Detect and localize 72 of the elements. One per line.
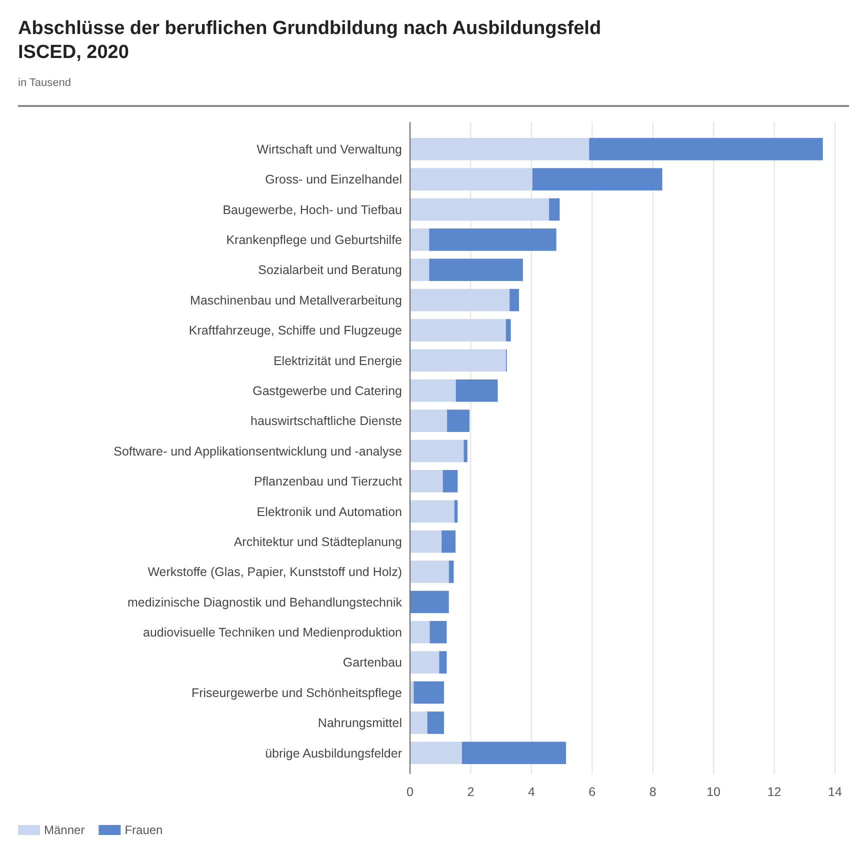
bar: [442, 470, 458, 492]
bar: [410, 530, 442, 553]
y-tick-label: medizinische Diagnostik und Behandlungstechnik: [128, 595, 403, 610]
bar: [410, 651, 440, 674]
bar: [410, 742, 462, 764]
y-tick-label: Software- und Applikationsentwicklung und -analyse: [114, 444, 402, 458]
bar: [410, 712, 428, 734]
bar: [410, 470, 443, 492]
x-tick-label: 8: [649, 785, 656, 799]
chart-title: Abschlüsse der beruflichen Grundbildung nach Ausbildungsfeld ISCED, 2020: [18, 18, 602, 63]
bar: [410, 349, 506, 372]
bar: [410, 590, 449, 614]
y-tick-label: Gross- und Einzelhandel: [265, 172, 402, 187]
y-tick-label: Gastgewerbe und Catering: [252, 384, 402, 398]
bar: [410, 198, 550, 221]
bar: [462, 742, 566, 764]
y-tick-label: Wirtschaft und Verwaltung: [256, 142, 402, 156]
bar: [410, 228, 430, 251]
bar: [448, 560, 454, 583]
bar: [410, 379, 456, 402]
x-tick-label: 14: [828, 785, 842, 799]
y-tick-label: Werkstoffe (Glas, Papier, Kunststoff und Holz): [148, 565, 402, 580]
y-tick-label: Pflanzenbau und Tierzucht: [254, 474, 403, 489]
y-tick-label: übrige Ausbildungsfelder: [265, 746, 402, 760]
bar: [414, 681, 444, 704]
bar: [410, 500, 454, 523]
y-tick-label: Friseurgewerbe und Schönheitspflege: [191, 686, 402, 700]
bar: [429, 228, 556, 251]
bar: [410, 288, 510, 312]
x-tick-label: 0: [406, 785, 414, 799]
y-tick-label: audiovisuelle Techniken und Medienproduktion: [143, 626, 402, 640]
bar: [454, 500, 458, 523]
y-tick-label: Elektronik und Automation: [256, 504, 402, 519]
bar: [532, 168, 662, 190]
bar: [410, 440, 464, 462]
bar: [456, 379, 498, 402]
y-tick-label: Maschinenbau und Metallverarbeitung: [190, 293, 402, 308]
bar: [464, 440, 468, 462]
bar: [427, 712, 444, 734]
bar: [589, 138, 823, 160]
x-tick-label: 10: [706, 785, 721, 799]
y-tick-label: Kraftfahrzeuge, Schiffe und Flugzeuge: [188, 324, 402, 338]
legend-label: Männer: [44, 823, 85, 837]
bar: [410, 168, 532, 190]
bar: [442, 530, 456, 553]
bar: [510, 288, 519, 312]
bar: [430, 620, 447, 644]
bar: [506, 319, 511, 342]
legend-label: Frauen: [124, 823, 163, 837]
bar: [447, 410, 470, 432]
y-tick-label: Gartenbau: [342, 656, 402, 670]
x-tick-label: 12: [767, 785, 782, 799]
x-tick-label: 2: [467, 785, 474, 799]
y-tick-label: Baugewerbe, Hoch- und Tiefbau: [222, 202, 402, 217]
x-tick-label: 6: [588, 785, 596, 799]
bar: [410, 410, 448, 432]
bar: [429, 258, 523, 282]
bar: [410, 620, 430, 644]
y-tick-label: Elektrizität und Energie: [273, 354, 402, 368]
y-tick-label: Sozialarbeit und Beratung: [258, 263, 402, 278]
y-tick-label: hauswirtschaftliche Dienste: [250, 414, 402, 428]
x-tick-label: 4: [528, 785, 535, 799]
y-tick-label: Krankenpflege und Geburtshilfe: [226, 233, 402, 248]
text: in Tausend: [18, 77, 72, 89]
bar: [410, 560, 449, 583]
bar: [410, 258, 430, 282]
y-tick-label: Architektur und Städteplanung: [234, 534, 402, 549]
bar: [549, 198, 560, 221]
y-tick-label: Nahrungsmittel: [318, 716, 402, 730]
bar: [410, 319, 506, 342]
bar: [410, 138, 590, 160]
bar: [439, 651, 447, 674]
